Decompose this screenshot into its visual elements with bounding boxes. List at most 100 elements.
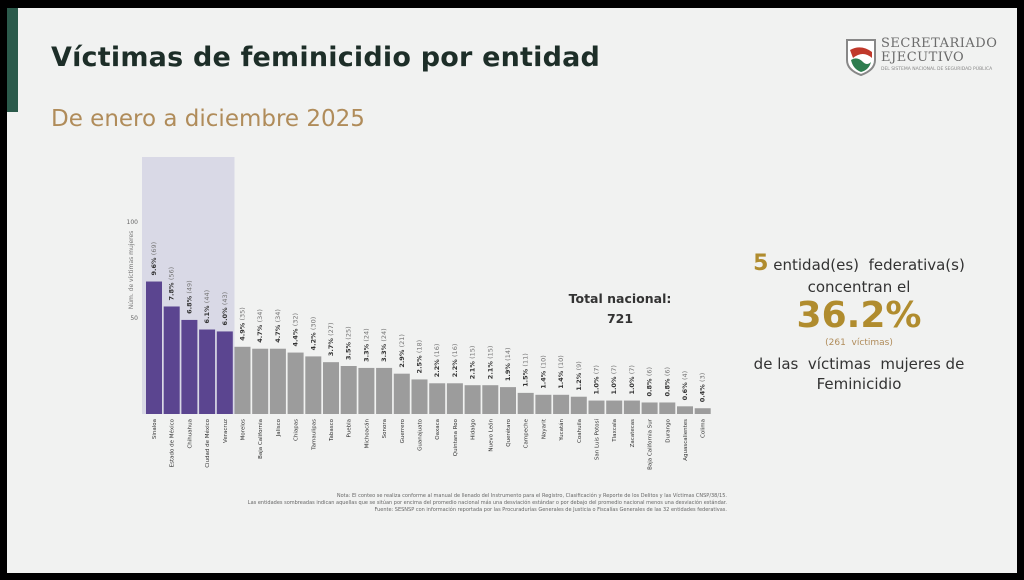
bar-michoacán: [358, 367, 375, 414]
bar-baja-california: [252, 348, 269, 414]
data-label: 4.2% (30): [309, 317, 317, 351]
x-tick-label: Sinaloa: [152, 419, 158, 439]
logo-line-1: SECRETARIADO: [881, 36, 998, 51]
x-tick-label: Tabasco: [329, 418, 335, 442]
x-tick-label: Durango: [665, 418, 671, 442]
data-label: 2.1% (15): [469, 346, 477, 380]
note-3: Fuente: SESNSP con información reportada…: [374, 507, 727, 513]
note-1: Nota: El conteo se realiza conforme al m…: [336, 493, 727, 499]
bar-colima: [694, 408, 711, 414]
data-label: 1.5% (11): [522, 353, 530, 387]
bar-veracruz: [216, 331, 233, 414]
accent-bar: [7, 8, 18, 112]
x-tick-label: Aguascalientes: [683, 419, 689, 461]
data-label: 0.8% (6): [663, 367, 671, 397]
x-tick-label: San Luis Potosí: [594, 419, 601, 461]
y-tick-label: 100: [127, 219, 139, 226]
bar-nuevo-león: [482, 385, 499, 414]
bar-guanajuato: [411, 379, 428, 414]
data-label: 4.7% (34): [256, 309, 264, 343]
data-label: 4.7% (34): [274, 309, 282, 343]
data-label: 3.3% (24): [362, 328, 370, 362]
summary-panel: 5 entidad(es) federativa(s) concentran e…: [734, 251, 984, 394]
x-tick-label: Veracruz: [223, 419, 229, 443]
y-tick-label: 50: [130, 315, 138, 322]
data-label: 2.9% (21): [398, 334, 406, 368]
data-label: 0.6% (4): [681, 371, 689, 401]
bar-baja-california-sur: [641, 402, 658, 414]
bar-nayarit: [535, 394, 552, 414]
note-2: Las entidades sombreadas indican aquella…: [247, 500, 727, 506]
bar-sinaloa: [146, 281, 162, 414]
data-label: 6.0% (43): [221, 292, 229, 326]
data-label: 3.7% (27): [327, 323, 335, 357]
logo-line-3: DEL SISTEMA NACIONAL DE SEGURIDAD PÚBLIC…: [881, 67, 993, 72]
bar-tlaxcala: [606, 400, 623, 414]
logo: SECRETARIADO EJECUTIVO DEL SISTEMA NACIO…: [845, 36, 1005, 86]
data-label: 1.9% (14): [504, 347, 512, 381]
x-tick-label: Estado de México: [169, 418, 176, 467]
data-label: 0.4% (3): [699, 373, 707, 403]
data-label: 7.8% (56): [168, 267, 176, 301]
bar-zacatecas: [623, 400, 640, 414]
x-tick-label: Colima: [701, 419, 707, 438]
data-label: 0.8% (6): [646, 367, 654, 397]
page-title: Víctimas de feminicidio por entidad: [51, 42, 601, 73]
summary-line2: concentran el: [807, 278, 911, 296]
bar-chihuahua: [181, 319, 198, 414]
y-axis-label: Núm. de víctimas mujeres: [128, 231, 135, 310]
x-tick-label: Coahuila: [577, 419, 583, 443]
data-label: 1.0% (7): [628, 365, 636, 395]
data-label: 3.3% (24): [380, 328, 388, 362]
x-tick-label: Oaxaca: [435, 419, 441, 440]
bar-ciudad-de-méxico: [199, 329, 216, 414]
x-tick-label: Tamaulipas: [311, 419, 317, 451]
bar-aguascalientes: [677, 406, 693, 414]
bar-campeche: [517, 392, 534, 414]
x-tick-label: Quintana Roo: [453, 418, 459, 456]
bar-oaxaca: [429, 383, 446, 414]
shield-logo-icon: [846, 39, 876, 77]
x-tick-label: Nuevo León: [487, 418, 494, 451]
data-label: 1.4% (10): [557, 355, 565, 389]
logo-line-2: EJECUTIVO: [881, 50, 965, 65]
bar-san-luis-potosí: [588, 400, 605, 414]
summary-count: 5: [753, 251, 769, 276]
data-label: 2.1% (15): [486, 346, 494, 380]
data-label: 6.1% (44): [203, 290, 211, 324]
summary-percent: 36.2%: [796, 295, 922, 336]
bar-morelos: [234, 346, 251, 414]
bar-puebla: [340, 366, 357, 414]
x-tick-label: Yucatán: [558, 418, 565, 441]
bar-chart: 50 100 Núm. de víctimas mujeres 9.6% (69) Si…: [127, 157, 711, 470]
summary-line1: entidad(es) federativa(s): [773, 256, 965, 274]
x-tick-label: Baja California Sur: [648, 418, 654, 470]
data-label: 1.0% (7): [593, 365, 601, 395]
bar-coahuila: [570, 396, 587, 414]
x-tick-label: Nayarit: [541, 418, 547, 439]
data-label: 1.0% (7): [610, 365, 618, 395]
x-tick-label: Querétaro: [505, 418, 512, 446]
x-tick-label: Ciudad de México: [204, 418, 211, 467]
total-label: Total nacional:: [568, 291, 672, 306]
page-subtitle: De enero a diciembre 2025: [51, 106, 365, 132]
bar-durango: [659, 402, 676, 414]
x-tick-label: Baja California: [258, 419, 264, 459]
x-tick-label: Jalisco: [276, 418, 282, 437]
bar-hidalgo: [464, 385, 481, 414]
bar-guerrero: [393, 373, 410, 414]
data-label: 1.4% (10): [539, 355, 547, 389]
data-label: 1.2% (9): [575, 361, 583, 391]
total-value: 721: [606, 311, 634, 326]
bar-tabasco: [323, 362, 339, 414]
bar-estado-de-méxico: [163, 306, 180, 414]
x-tick-label: Guerrero: [400, 418, 406, 443]
bar-quintana-roo: [446, 383, 463, 414]
data-label: 4.9% (35): [239, 307, 247, 341]
x-tick-label: Tlaxcala: [612, 419, 618, 443]
x-tick-label: Chihuahua: [187, 419, 193, 449]
x-tick-label: Morelos: [241, 419, 247, 441]
summary-line3: de las víctimas mujeres de: [753, 355, 965, 373]
bar-querétaro: [500, 387, 516, 414]
x-tick-label: Zacatecas: [630, 419, 636, 447]
